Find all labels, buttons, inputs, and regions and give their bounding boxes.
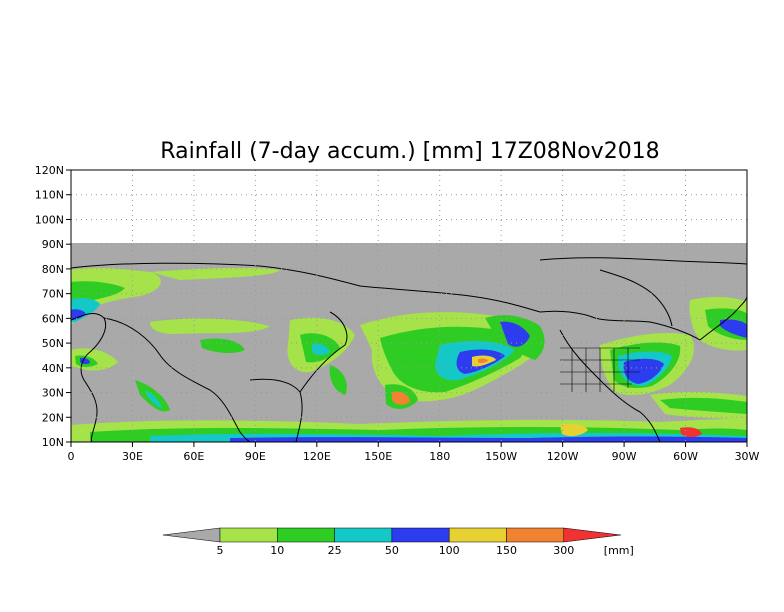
colorbar-label: 100 <box>439 544 460 557</box>
rainfall-colorbar: 5 10 25 50 100 150 300 [mm] <box>162 527 634 557</box>
lon-tick-label: 90W <box>612 450 637 463</box>
latitude-axis: 120N 110N 100N 90N 80N 70N 60N 50N 40N 30N 20N 10N <box>35 164 71 449</box>
lat-tick-label: 60N <box>42 312 64 325</box>
colorbar-bin <box>334 527 393 543</box>
lon-tick-label: 120W <box>547 450 579 463</box>
colorbar-label: 5 <box>217 544 224 557</box>
lat-tick-label: 70N <box>42 288 64 301</box>
colorbar-bin <box>391 527 450 543</box>
lat-tick-label: 100N <box>35 213 64 226</box>
lat-tick-label: 40N <box>42 362 64 375</box>
colorbar-label: 50 <box>385 544 399 557</box>
longitude-axis: 0 30E 60E 90E 120E 150E 180 150W 120W 90W 60W 30W <box>68 442 760 463</box>
colorbar-bin <box>448 527 507 543</box>
lat-tick-label: 90N <box>42 238 64 251</box>
lat-tick-label: 50N <box>42 337 64 350</box>
coastline-outlines <box>70 257 748 443</box>
colorbar-label: 10 <box>270 544 284 557</box>
colorbar-label: 25 <box>328 544 342 557</box>
lon-tick-label: 60W <box>673 450 698 463</box>
lon-tick-label: 150W <box>485 450 517 463</box>
lon-tick-label: 30E <box>122 450 143 463</box>
rainfall-field <box>71 267 747 442</box>
lat-tick-label: 80N <box>42 263 64 276</box>
lat-tick-label: 110N <box>35 189 64 202</box>
lon-tick-label: 0 <box>68 450 75 463</box>
lon-tick-label: 120E <box>303 450 331 463</box>
colorbar-label: 150 <box>496 544 517 557</box>
map-title: Rainfall (7-day accum.) [mm] 17Z08Nov201… <box>160 139 659 164</box>
map-gridlines <box>71 170 747 442</box>
map-frame <box>70 169 748 443</box>
lat-tick-label: 30N <box>42 387 64 400</box>
colorbar-bin <box>506 527 565 543</box>
us-state-borders <box>560 347 640 392</box>
map-plot-area <box>70 169 748 443</box>
lon-tick-label: 180 <box>429 450 450 463</box>
colorbar-unit: [mm] <box>604 544 634 557</box>
lat-tick-label: 20N <box>42 411 64 424</box>
colorbar-bin <box>219 527 278 543</box>
colorbar-above-arrow <box>563 527 621 543</box>
lon-tick-label: 90E <box>245 450 266 463</box>
lon-tick-label: 30W <box>735 450 760 463</box>
colorbar-bin <box>277 527 335 543</box>
lon-tick-label: 150E <box>364 450 392 463</box>
lat-tick-label: 120N <box>35 164 64 177</box>
lat-tick-label: 10N <box>42 436 64 449</box>
colorbar-below-arrow <box>162 527 221 543</box>
colorbar-label: 300 <box>553 544 574 557</box>
lon-tick-label: 60E <box>183 450 204 463</box>
